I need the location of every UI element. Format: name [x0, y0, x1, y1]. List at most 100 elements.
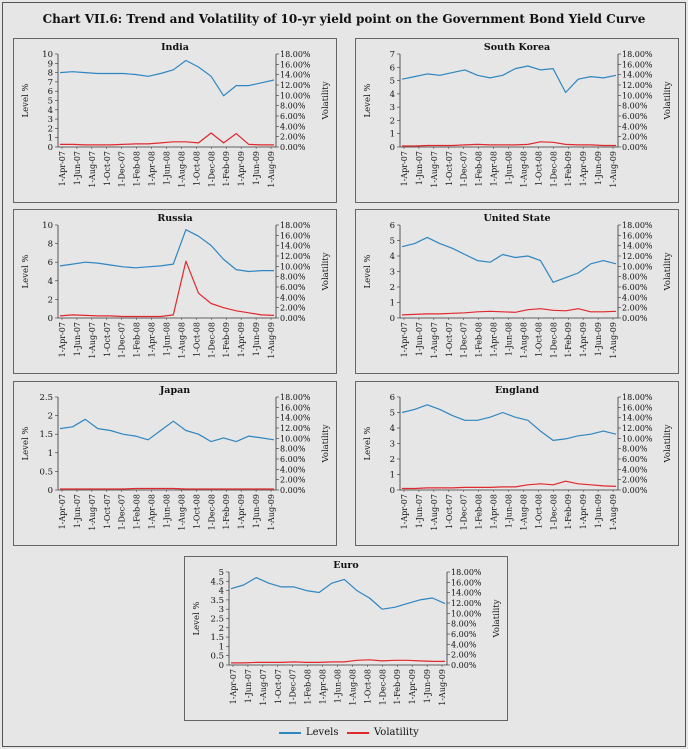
x-tick-label: 1-Jun-08 — [163, 151, 172, 185]
x-tick-label: 1-Jun-09 — [594, 151, 603, 185]
y-tick-label: 0 — [48, 314, 53, 324]
x-tick-label: 1-Feb-08 — [475, 322, 484, 358]
y2-tick-label: 8.00% — [622, 273, 648, 282]
x-tick-label: 1-Aug-09 — [609, 494, 618, 531]
x-tick-label: 1-Apr-09 — [579, 151, 588, 186]
x-tick-label: 1-Aug-08 — [177, 494, 186, 531]
legend-line-volatility — [347, 731, 369, 734]
y2-tick-label: 14.00% — [451, 589, 482, 598]
y2-tick-label: 12.00% — [280, 424, 311, 433]
y-tick-label: 8 — [48, 240, 53, 250]
x-tick-label: 1-Dec-08 — [207, 322, 216, 358]
y2-tick-label: 18.00% — [622, 221, 653, 230]
x-tick-label: 1-Jun-08 — [505, 494, 514, 528]
y2-tick-label: 2.00% — [280, 304, 306, 313]
x-tick-label: 1-Apr-07 — [58, 322, 67, 357]
chart-svg-euro: Euro 00.511.522.533.544.55 0.00%2.00% 4.00%… — [192, 560, 502, 706]
y2-tick-label: 2.00% — [280, 476, 306, 485]
x-tick-label: 1-Aug-09 — [609, 322, 618, 359]
series-line-levels — [59, 229, 274, 273]
x-tick-label: 1-Feb-08 — [133, 322, 142, 358]
y-tick-label: 3 — [219, 605, 224, 615]
x-tick-label: 1-Oct-07 — [103, 151, 112, 186]
x-tick-label: 1-Aug-09 — [438, 669, 447, 706]
x-tick-label: 1-Aug-08 — [519, 494, 528, 531]
x-tick-label: 1-Aug-07 — [88, 494, 97, 531]
series-line-levels — [59, 418, 275, 443]
chart-svg-russia: Russia 0 2 4 6 8 10 0.00%2.00% 4.00%6.00%8.00% 10… — [21, 213, 331, 359]
y2-tick-label: 10.00% — [280, 262, 311, 271]
y-tick-label: 6 — [48, 258, 53, 268]
y-tick-label: 3.5 — [210, 596, 224, 606]
x-tick-label: 1-Jun-08 — [334, 669, 343, 703]
y2-tick-label: 16.00% — [280, 231, 311, 240]
chart-title: England — [495, 385, 539, 396]
y2-tick-label: 16.00% — [280, 403, 311, 412]
y2-tick-label: 0.00% — [451, 661, 477, 670]
x-tick-label: 1-Apr-07 — [400, 494, 409, 529]
series-line-volatility — [402, 141, 616, 147]
y2-tick-label: 14.00% — [622, 242, 653, 251]
legend-line-levels — [279, 731, 301, 734]
y2-tick-label: 0.00% — [622, 143, 648, 152]
y-tick-label: 2 — [390, 283, 395, 293]
x-tick-label: 1-Feb-09 — [564, 494, 573, 530]
x-tick-label: 1-Aug-09 — [267, 322, 276, 359]
chart-svg-japan: Japan 0 0.5 1 1.5 2 2.5 0.00%2.00% 4.00%6.00%8.0… — [21, 385, 331, 531]
main-title: Chart VII.6: Trend and Volatility of 10-… — [42, 12, 646, 26]
y2-tick-label: 6.00% — [451, 630, 477, 639]
y2-tick-label: 4.00% — [280, 122, 306, 131]
x-tick-label: 1-Apr-07 — [229, 669, 238, 704]
x-tick-label: 1-Dec-08 — [207, 494, 216, 530]
x-tick-label: 1-Feb-08 — [133, 494, 142, 530]
y-tick-label: 5 — [390, 77, 395, 87]
y2-axis-label: Volatility — [321, 252, 331, 291]
y2-tick-label: 12.00% — [622, 252, 653, 261]
x-tick-label: 1-Aug-07 — [259, 669, 268, 706]
y2-tick-label: 12.00% — [280, 81, 311, 90]
y-tick-label: 1 — [390, 471, 395, 481]
series-line-volatility — [401, 308, 617, 316]
y-tick-label: 9 — [48, 59, 53, 69]
legend-label-volatility: Volatility — [374, 727, 419, 738]
legend-label-levels: Levels — [306, 727, 339, 738]
x-tick-label: 1-Jun-07 — [415, 494, 424, 528]
chart-svg-england: England 0 1 2 3 4 5 6 0.00%2.00% 4.00%6.00%8.00% 1… — [363, 385, 673, 531]
x-tick-label: 1-Feb-08 — [304, 669, 313, 705]
y2-tick-label: 4.00% — [622, 122, 648, 131]
y2-tick-label: 0.00% — [280, 486, 306, 495]
y2-tick-label: 10.00% — [280, 434, 311, 443]
y2-tick-label: 10.00% — [280, 91, 311, 100]
y2-tick-label: 12.00% — [280, 252, 311, 261]
x-tick-label: 1-Oct-08 — [534, 151, 543, 186]
y-tick-label: 1 — [390, 130, 395, 140]
y2-tick-label: 18.00% — [280, 393, 311, 402]
chart-title: Russia — [157, 213, 192, 224]
y2-tick-label: 18.00% — [622, 50, 653, 59]
panel-euro: Euro 0 0.5 1 1.5 2 2.5 3 3.5 4 4.5 5 0.00% 2.00% 4.00%… — [184, 556, 508, 721]
x-tick-label: 1-Oct-08 — [192, 322, 201, 357]
series-line-levels — [401, 236, 617, 283]
x-tick-label: 1-Feb-09 — [222, 494, 231, 530]
x-tick-label: 1-Feb-09 — [393, 669, 402, 705]
y2-tick-label: 4.00% — [451, 640, 477, 649]
y-tick-label: 3 — [390, 103, 395, 113]
y2-tick-label: 6.00% — [280, 283, 306, 292]
x-tick-label: 1-Aug-08 — [177, 322, 186, 359]
x-tick-label: 1-Apr-08 — [148, 494, 157, 529]
chart-title: United State — [483, 213, 550, 224]
y2-tick-label: 0.00% — [280, 143, 306, 152]
series-line-volatility — [60, 132, 274, 146]
y2-tick-label: 16.00% — [622, 60, 653, 69]
y2-tick-label: 4.00% — [622, 293, 648, 302]
y-tick-label: 3 — [390, 268, 395, 278]
y-tick-label: 2.5 — [210, 615, 224, 625]
x-tick-label: 1-Jun-08 — [505, 322, 514, 356]
y-tick-label: 1 — [390, 299, 395, 309]
y-tick-label: 4 — [219, 587, 224, 597]
y2-tick-label: 8.00% — [622, 102, 648, 111]
y2-tick-label: 16.00% — [622, 231, 653, 240]
y-tick-label: 1 — [48, 134, 53, 144]
panel-japan: Japan 0 0.5 1 1.5 2 2.5 0.00% 2.00% 4.00% 6.00% 8.0… — [13, 381, 337, 546]
